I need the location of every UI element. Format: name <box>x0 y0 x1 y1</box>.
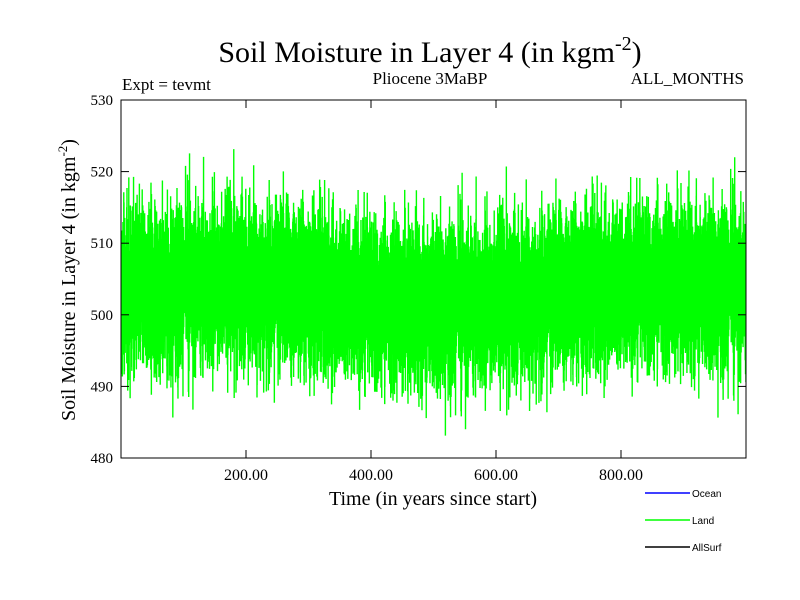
legend-label-ocean: Ocean <box>692 489 721 500</box>
y-axis-label: Soil Moisture in Layer 4 (in kgm-2) <box>55 139 80 421</box>
y-tick-label: 490 <box>91 379 114 395</box>
series-line-land <box>121 149 746 436</box>
x-axis: 200.00 400.00 600.00 800.00 <box>224 100 643 484</box>
x-tick-label: 400.00 <box>349 467 393 484</box>
plot-frame <box>120 99 747 459</box>
y-axis: 480 490 500 510 520 530 <box>91 93 746 467</box>
subtitle-months: ALL_MONTHS <box>631 69 744 88</box>
x-tick-label: 600.00 <box>474 467 518 484</box>
x-tick-label: 800.00 <box>599 467 643 484</box>
y-axis-label-suffix: ) <box>58 139 80 146</box>
chart-title-superscript: -2 <box>615 33 632 55</box>
x-tick-label: 200.00 <box>224 467 268 484</box>
chart-title: Soil Moisture in Layer 4 (in kgm-2) <box>218 33 641 69</box>
legend-label-land: Land <box>692 516 714 527</box>
x-axis-label: Time (in years since start) <box>329 488 537 510</box>
y-axis-label-superscript: -2 <box>55 146 70 157</box>
chart-title-suffix: ) <box>632 36 642 69</box>
y-tick-label: 520 <box>91 165 114 181</box>
legend-label-allsurf: AllSurf <box>692 543 722 554</box>
y-axis-label-main: Soil Moisture in Layer 4 (in kgm <box>58 156 80 421</box>
y-tick-label: 500 <box>91 308 114 324</box>
subtitle-period: Pliocene 3MaBP <box>373 69 488 88</box>
subtitle-expt: Expt = tevmt <box>122 75 211 94</box>
y-tick-label: 530 <box>91 93 114 109</box>
y-tick-label: 510 <box>91 236 114 252</box>
legend: Ocean Land AllSurf <box>645 489 722 554</box>
series-layer <box>121 149 746 436</box>
y-tick-label: 480 <box>91 451 114 467</box>
chart-title-main: Soil Moisture in Layer 4 (in kgm <box>218 36 615 69</box>
